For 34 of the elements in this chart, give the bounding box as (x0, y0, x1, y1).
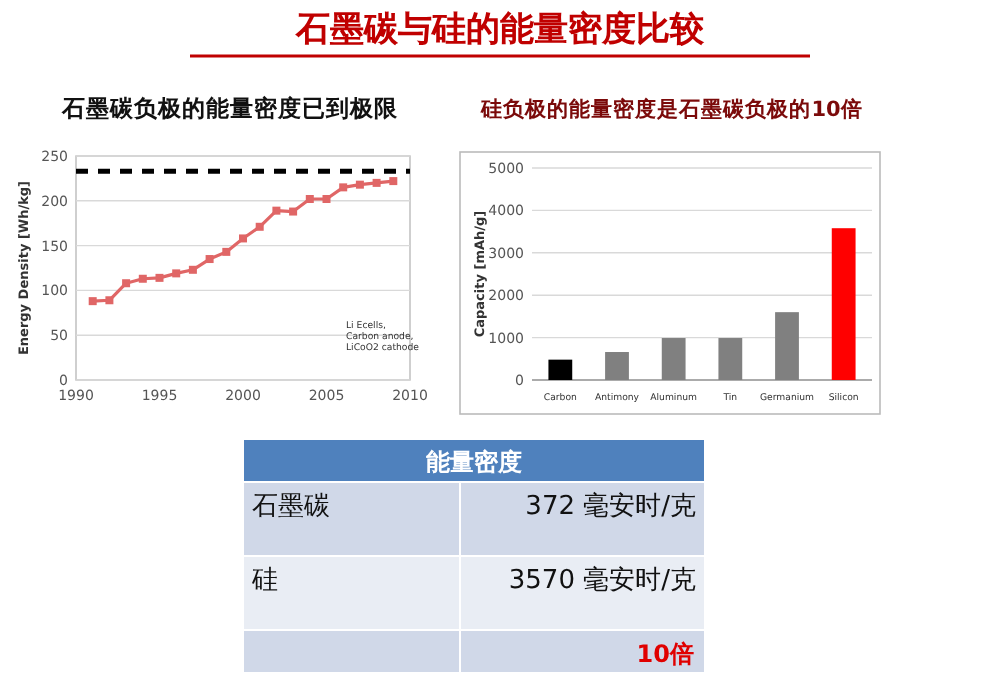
point (138, 274, 147, 283)
point (322, 195, 331, 204)
text: 372 毫安时/克 (525, 490, 696, 522)
bar (775, 312, 799, 380)
point (122, 279, 131, 288)
point (188, 265, 197, 274)
point (155, 273, 164, 282)
text: 能量密度 (426, 448, 522, 476)
point (372, 178, 381, 187)
bar (831, 228, 856, 380)
bar (661, 338, 686, 380)
point (355, 180, 364, 189)
point (289, 207, 298, 216)
chart-title: 硅负极的能量密度是石墨碳负极的10倍 (479, 96, 863, 122)
point (255, 222, 264, 231)
text: 石墨碳与硅的能量密度比较 (294, 10, 706, 50)
point (205, 255, 214, 264)
bar (605, 352, 629, 380)
point (105, 296, 114, 305)
chart-title: 石墨碳负极的能量密度已到极限 (60, 94, 400, 122)
text: 10倍 (636, 640, 694, 668)
bar (718, 338, 743, 380)
bar (548, 359, 573, 380)
point (272, 206, 281, 215)
text: 石墨碳 (252, 492, 330, 522)
point (305, 195, 314, 204)
point (339, 183, 348, 192)
point (389, 177, 398, 186)
point (222, 247, 231, 256)
text: 硅 (250, 566, 278, 596)
point (88, 297, 97, 306)
text: 3570 毫安时/克 (508, 564, 696, 596)
point (239, 234, 247, 243)
point (172, 269, 181, 278)
